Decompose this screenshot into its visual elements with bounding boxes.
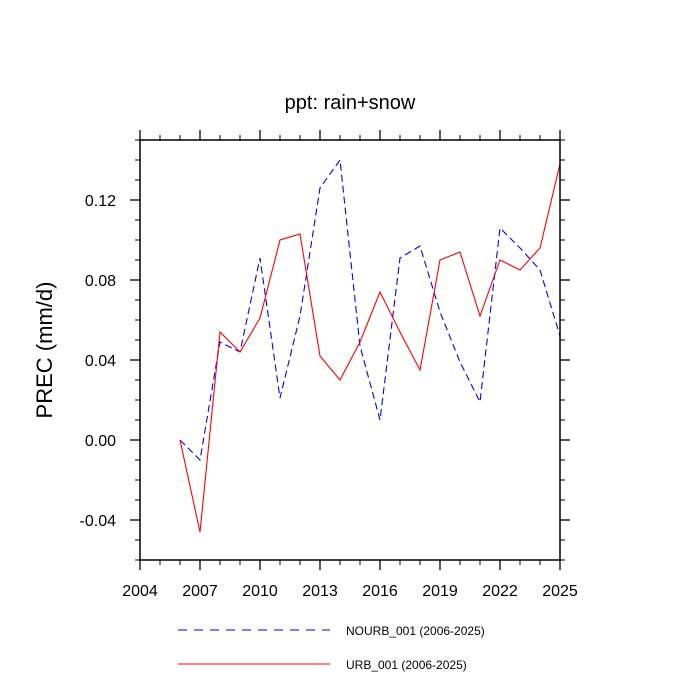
- x-tick-label: 2013: [302, 583, 338, 600]
- x-tick-label: 2016: [362, 583, 398, 600]
- y-tick-label: 0.04: [85, 353, 116, 370]
- x-tick-label: 2007: [182, 583, 218, 600]
- legend: NOURB_001 (2006-2025) URB_001 (2006-2025): [178, 624, 485, 672]
- y-tick-label: 0.00: [85, 433, 116, 450]
- y-tick-label: 0.12: [85, 193, 116, 210]
- series-line-0: [179, 158, 561, 462]
- legend-label-1: URB_001 (2006-2025): [346, 658, 467, 672]
- y-axis-label: PREC (mm/d): [32, 282, 57, 419]
- y-tick-label: 0.08: [85, 273, 116, 290]
- axis-ticks: 2004 2007 2010 2013 2016 2019 2022 2025 -0.04 0.0…: [80, 130, 578, 600]
- x-tick-label: 2019: [422, 583, 458, 600]
- y-tick-label: -0.04: [80, 513, 117, 530]
- chart-title: ppt: rain+snow: [285, 92, 416, 114]
- series-line-1: [179, 163, 561, 533]
- x-tick-label: 2025: [542, 583, 578, 600]
- plot-frame: [139, 139, 561, 561]
- plot-area: [179, 158, 561, 533]
- legend-label-0: NOURB_001 (2006-2025): [346, 624, 485, 638]
- x-tick-label: 2004: [122, 583, 158, 600]
- x-tick-label: 2022: [482, 583, 518, 600]
- x-tick-label: 2010: [242, 583, 278, 600]
